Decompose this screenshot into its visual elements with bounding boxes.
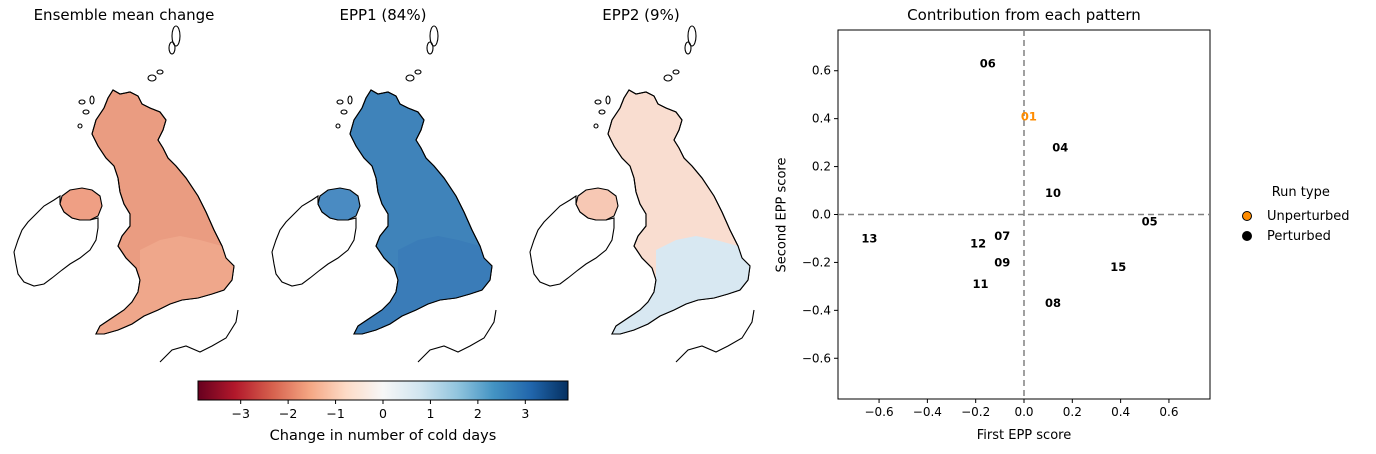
island-outline: [429, 25, 439, 47]
x-tick-label: −0.2: [961, 405, 990, 419]
colorbar-tick-label: 3: [521, 406, 529, 421]
island-outline: [672, 69, 680, 75]
x-tick-label: 0.2: [1063, 405, 1082, 419]
x-tick-label: 0.6: [1159, 405, 1178, 419]
colorbar-label: Change in number of cold days: [269, 428, 497, 444]
island-outline: [605, 95, 611, 105]
france-coast-outline: [417, 309, 497, 363]
map-epp2: [529, 25, 755, 363]
point-label-01: 01: [1021, 109, 1037, 123]
legend-item-unperturbed: Unperturbed: [1238, 206, 1350, 226]
legend-item-perturbed: Perturbed: [1238, 226, 1350, 246]
y-tick-label: −0.2: [802, 255, 831, 269]
x-tick-label: −0.6: [864, 405, 893, 419]
colorbar-tick-label: −1: [326, 406, 344, 421]
northern-ireland-region: [59, 187, 103, 221]
y-tick-label: −0.6: [802, 351, 831, 365]
island-outline: [77, 123, 83, 129]
legend-title: Run type: [1271, 185, 1330, 200]
island-outline: [336, 99, 344, 105]
map-ensemble: [13, 25, 239, 363]
y-tick-label: 0.0: [812, 208, 831, 222]
colorbar-tick-label: −2: [279, 406, 297, 421]
point-label-07: 07: [994, 229, 1010, 243]
island-outline: [426, 41, 434, 55]
legend-label-perturbed: Perturbed: [1267, 228, 1331, 244]
great-britain-outline: [91, 89, 235, 335]
island-outline: [89, 95, 95, 105]
france-coast-outline: [159, 309, 239, 363]
point-label-09: 09: [994, 255, 1010, 269]
y-tick-label: −0.4: [802, 303, 831, 317]
legend: Run type Unperturbed Perturbed: [1238, 185, 1350, 246]
y-tick-label: 0.2: [812, 160, 831, 174]
northern-ireland-region: [575, 187, 619, 221]
legend-marker-unperturbed: [1242, 211, 1252, 221]
map-title-epp1: EPP1 (84%): [339, 6, 427, 24]
y-axis-label: Second EPP score: [774, 157, 790, 273]
point-label-15: 15: [1110, 260, 1126, 274]
map-epp1: [271, 25, 497, 363]
point-label-13: 13: [861, 231, 877, 245]
chart-title: Contribution from each pattern: [907, 6, 1141, 24]
point-label-06: 06: [980, 57, 996, 71]
colorbar-tick-label: 2: [474, 406, 482, 421]
map-title-ensemble: Ensemble mean change: [33, 6, 215, 24]
france-coast-outline: [675, 309, 755, 363]
x-tick-label: 0.4: [1111, 405, 1130, 419]
point-label-05: 05: [1142, 215, 1158, 229]
x-tick-label: 0.0: [1014, 405, 1033, 419]
y-tick-label: 0.4: [812, 112, 831, 126]
point-label-08: 08: [1045, 296, 1061, 310]
england-south-region: [612, 236, 750, 334]
island-outline: [168, 41, 176, 55]
great-britain-outline: [607, 89, 751, 335]
island-outline: [684, 41, 692, 55]
point-label-12: 12: [970, 236, 986, 250]
island-outline: [147, 74, 157, 82]
island-outline: [663, 74, 673, 82]
colorbar-tick-label: −3: [231, 406, 249, 421]
legend-label-unperturbed: Unperturbed: [1267, 208, 1350, 224]
island-outline: [687, 25, 697, 47]
island-outline: [171, 25, 181, 47]
island-outline: [594, 99, 602, 105]
point-label-04: 04: [1052, 140, 1068, 154]
island-outline: [82, 109, 90, 115]
england-south-region: [354, 236, 492, 334]
x-tick-label: −0.4: [913, 405, 942, 419]
island-outline: [78, 99, 86, 105]
northern-ireland-region: [317, 187, 361, 221]
colorbar-tick-label: 0: [379, 406, 387, 421]
island-outline: [335, 123, 341, 129]
island-outline: [598, 109, 606, 115]
colorbar-tick-label: 1: [426, 406, 434, 421]
island-outline: [405, 74, 415, 82]
island-outline: [340, 109, 348, 115]
y-tick-label: 0.6: [812, 64, 831, 78]
island-outline: [414, 69, 422, 75]
point-label-11: 11: [973, 277, 989, 291]
england-south-region: [96, 236, 234, 334]
uk-maps: [13, 25, 755, 363]
legend-marker-perturbed: [1242, 231, 1252, 241]
x-axis-label: First EPP score: [976, 428, 1072, 443]
island-outline: [156, 69, 164, 75]
colorbar: −3 −2 −1 0 1 2 3: [197, 380, 569, 421]
island-outline: [347, 95, 353, 105]
map-title-epp2: EPP2 (9%): [602, 6, 680, 24]
great-britain-outline: [349, 89, 493, 335]
island-outline: [593, 123, 599, 129]
point-label-10: 10: [1045, 186, 1061, 200]
